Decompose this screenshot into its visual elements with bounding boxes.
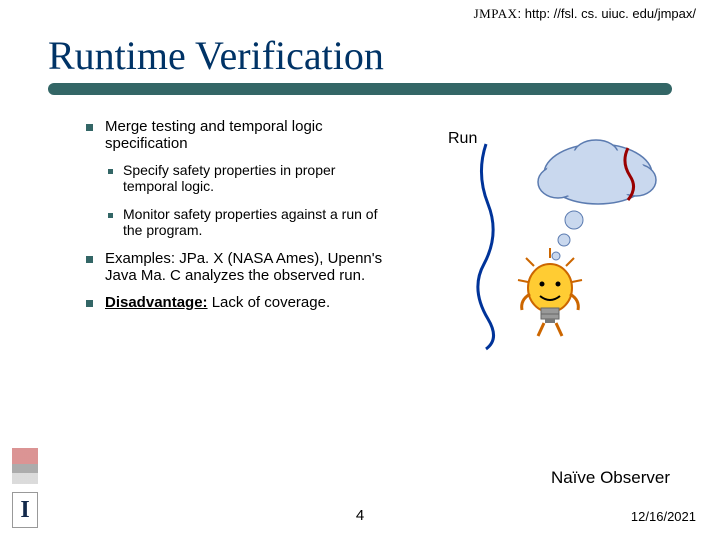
header-url-text: : http: //fsl. cs. uiuc. edu/jmpax/ <box>518 6 696 21</box>
bullet-0: Merge testing and temporal logic specifi… <box>86 118 386 152</box>
sub-1: Monitor safety properties against a run … <box>108 206 386 238</box>
header-url: JMPAX: http: //fsl. cs. uiuc. edu/jmpax/ <box>474 6 696 22</box>
bullet-icon <box>86 300 93 307</box>
diagram <box>406 124 686 354</box>
run-line-blue <box>478 144 494 349</box>
sub-0: Specify safety properties in proper temp… <box>108 162 386 194</box>
bullet-0-text: Merge testing and temporal logic specifi… <box>105 118 386 152</box>
title-underline <box>48 83 672 95</box>
page-title: Runtime Verification <box>48 32 672 79</box>
logo-i-icon: I <box>13 493 37 527</box>
bullet-icon <box>108 213 113 218</box>
logo-uiuc-pattern <box>12 448 38 484</box>
bullet-1: Examples: JPa. X (NASA Ames), Upenn's Ja… <box>86 250 386 284</box>
sub-1-text: Monitor safety properties against a run … <box>123 206 386 238</box>
bullet-2: Disadvantage: Lack of coverage. <box>86 294 386 311</box>
logo-illinois: I <box>12 492 38 528</box>
bullet-icon <box>108 169 113 174</box>
bullet-icon <box>86 124 93 131</box>
header-prefix: JMPAX <box>474 6 518 21</box>
lightbulb-icon <box>518 248 582 336</box>
title-block: Runtime Verification <box>48 32 672 95</box>
bullet-1-text: Examples: JPa. X (NASA Ames), Upenn's Ja… <box>105 250 386 284</box>
page-number: 4 <box>356 507 364 524</box>
sub-0-text: Specify safety properties in proper temp… <box>123 162 386 194</box>
bullet-2-text: Disadvantage: Lack of coverage. <box>105 294 330 311</box>
bullet-2-strong: Disadvantage: <box>105 294 208 311</box>
observer-label: Naïve Observer <box>551 468 670 488</box>
footer-date: 12/16/2021 <box>631 509 696 524</box>
thought-cloud <box>538 140 656 260</box>
bullet-icon <box>86 256 93 263</box>
content: Merge testing and temporal logic specifi… <box>86 118 386 321</box>
bullet-2-rest: Lack of coverage. <box>208 294 331 311</box>
sub-list: Specify safety properties in proper temp… <box>108 162 386 238</box>
